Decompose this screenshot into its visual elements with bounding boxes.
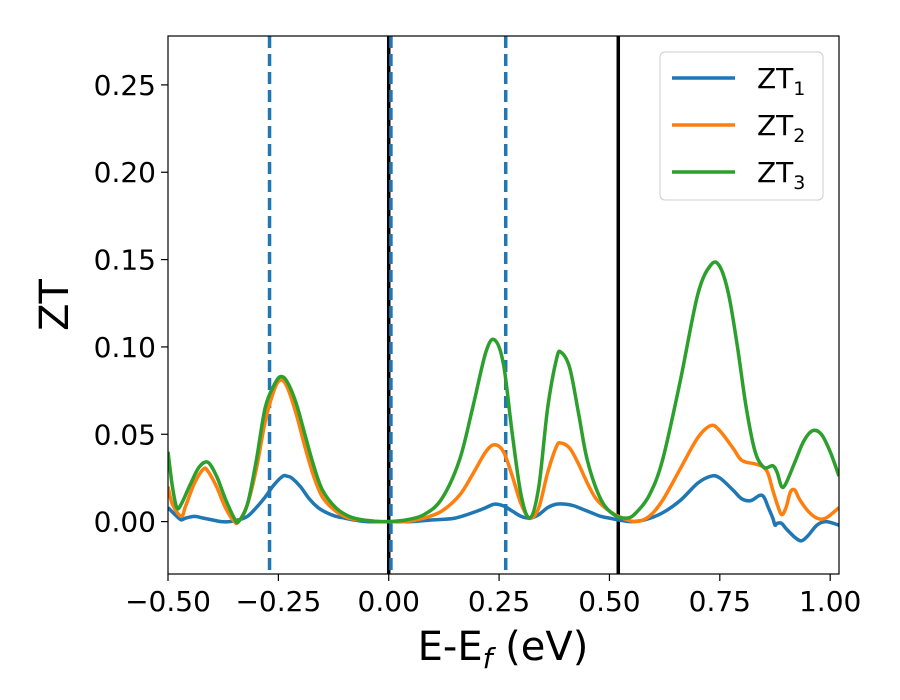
y-tick-label: 0.20: [94, 156, 156, 189]
x-axis-ticks: −0.50 −0.25 0.00 0.25 0.50 0.75 1.00: [125, 574, 861, 618]
x-tick-label: 1.00: [799, 585, 861, 618]
x-tick-label: −0.25: [235, 585, 321, 618]
y-axis-ticks: 0.00 0.05 0.10 0.15 0.20 0.25: [94, 69, 168, 539]
y-tick-label: 0.05: [94, 418, 156, 451]
legend-label: ZT2: [757, 109, 805, 147]
legend-label-subscript: 2: [793, 125, 805, 147]
x-tick-label: −0.50: [125, 585, 211, 618]
series-line-zt1: [168, 473, 839, 543]
y-tick-label: 0.25: [94, 69, 156, 102]
y-tick-label: 0.15: [94, 244, 156, 277]
y-tick-label: 0.00: [94, 506, 156, 539]
legend-label: ZT1: [757, 62, 805, 100]
x-tick-label: 0.50: [578, 585, 640, 618]
x-tick-label: 0.00: [358, 585, 420, 618]
legend-box: [659, 51, 824, 201]
x-axis-label-main: E-E: [418, 624, 483, 670]
plot-frame: [167, 35, 840, 575]
series-lines: [168, 260, 839, 543]
x-tick-label: 0.75: [689, 585, 751, 618]
y-axis-label: ZT: [32, 279, 78, 331]
legend-label-main: ZT: [757, 62, 794, 95]
x-axis-label: E-Ef (eV): [418, 624, 589, 675]
x-axis-label-unit: (eV): [492, 624, 588, 670]
y-tick-label: 0.10: [94, 331, 156, 364]
legend-label-subscript: 1: [793, 78, 805, 100]
legend-label-main: ZT: [757, 109, 794, 142]
legend-label-subscript: 3: [793, 172, 805, 194]
legend-label: ZT3: [757, 156, 805, 194]
vertical-reference-lines: [267, 36, 621, 574]
legend-label-main: ZT: [757, 156, 794, 189]
x-tick-label: 0.25: [468, 585, 530, 618]
series-line-zt3: [168, 260, 839, 525]
